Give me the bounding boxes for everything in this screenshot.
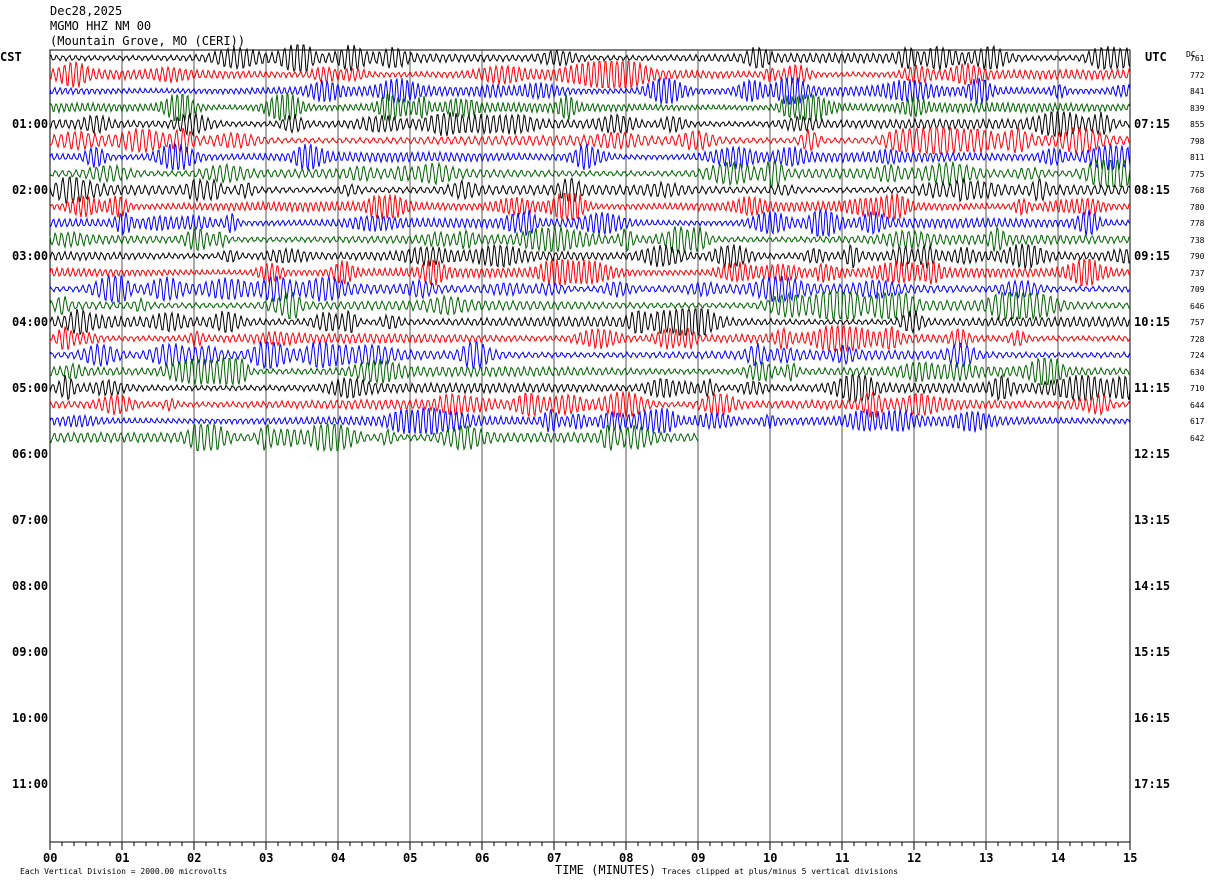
dc-offset-value: 790	[1190, 252, 1205, 261]
right-hour-label: 16:15	[1134, 711, 1171, 725]
left-hour-label: 05:00	[12, 381, 49, 395]
trace-line	[50, 59, 1131, 90]
dc-offset-value: 634	[1190, 367, 1205, 377]
x-tick-label: 13	[979, 851, 994, 865]
dc-offset-value: 738	[1190, 235, 1205, 245]
dc-offset-value: 724	[1190, 351, 1205, 360]
x-tick-label: 03	[259, 851, 274, 865]
left-hour-label: 06:00	[12, 447, 49, 461]
x-tick-label: 07	[547, 851, 562, 865]
trace-line	[49, 142, 1131, 172]
trace-line	[49, 193, 1131, 220]
clip-note: Traces clipped at plus/minus 5 vertical …	[662, 867, 899, 876]
dc-offset-value: 775	[1190, 169, 1205, 179]
trace-line	[49, 76, 1131, 105]
dc-offset-value: 798	[1190, 136, 1205, 146]
dc-offset-value: 737	[1190, 268, 1205, 278]
left-hour-label: 04:00	[12, 315, 49, 329]
trace-line	[49, 406, 1131, 435]
right-hour-label: 11:15	[1134, 381, 1171, 395]
dc-offset-value: 728	[1190, 334, 1205, 344]
dc-offset-value: 811	[1190, 153, 1205, 162]
trace-line	[49, 356, 1131, 387]
x-tick-label: 06	[475, 851, 490, 865]
right-hour-label: 13:15	[1134, 513, 1171, 527]
right-hour-label: 14:15	[1134, 579, 1171, 593]
x-tick-label: 04	[331, 851, 346, 865]
trace-line	[49, 323, 1131, 352]
right-hour-label: 08:15	[1134, 183, 1171, 197]
header-date: Dec28,2025	[50, 4, 123, 18]
trace-line	[49, 391, 1131, 418]
trace-line	[49, 340, 1131, 370]
trace-line	[49, 307, 1131, 337]
x-tick-label: 12	[907, 851, 922, 865]
x-axis-label: TIME (MINUTES)	[555, 863, 657, 877]
x-tick-label: 10	[763, 851, 778, 865]
dc-offset-value: 778	[1190, 219, 1205, 228]
trace-line	[49, 243, 1131, 270]
dc-offset-value: 855	[1190, 120, 1205, 129]
left-hour-label: 09:00	[12, 645, 49, 659]
left-hour-label: 07:00	[12, 513, 49, 527]
dc-offset-value: 617	[1190, 417, 1205, 426]
left-hour-label: 01:00	[12, 117, 49, 131]
trace-line	[49, 274, 1131, 304]
x-tick-label: 05	[403, 851, 418, 865]
right-timezone-label: UTC	[1145, 50, 1167, 64]
trace-line	[49, 208, 1131, 238]
dc-offset-value: 768	[1190, 186, 1205, 195]
left-hour-label: 02:00	[12, 183, 49, 197]
left-timezone-label: CST	[0, 50, 22, 64]
trace-line	[49, 94, 1131, 122]
trace-line	[49, 225, 1131, 254]
trace-line	[49, 175, 1131, 205]
dc-offset-value: 642	[1190, 433, 1205, 443]
x-tick-label: 11	[835, 851, 850, 865]
right-hour-label: 17:15	[1134, 777, 1171, 791]
right-hour-label: 12:15	[1134, 447, 1171, 461]
x-tick-label: 02	[187, 851, 202, 865]
x-tick-label: 09	[691, 851, 706, 865]
dc-header-label: DC	[1186, 50, 1196, 59]
trace-line	[49, 290, 1131, 321]
dc-offset-value: 709	[1190, 285, 1205, 294]
x-tick-label: 01	[115, 851, 130, 865]
trace-line	[49, 126, 1131, 156]
dc-offset-value: 710	[1190, 384, 1205, 393]
dc-offset-value: 780	[1190, 202, 1205, 212]
trace-line	[49, 422, 699, 453]
left-hour-label: 10:00	[12, 711, 49, 725]
x-tick-label: 08	[619, 851, 634, 865]
left-hour-label: 11:00	[12, 777, 49, 791]
x-tick-label: 00	[43, 851, 58, 865]
left-hour-label: 03:00	[12, 249, 49, 263]
right-hour-label: 15:15	[1134, 645, 1171, 659]
trace-line	[49, 44, 1131, 73]
dc-offset-value: 646	[1190, 301, 1205, 311]
dc-offset-value: 772	[1190, 70, 1205, 80]
header-location: (Mountain Grove, MO (CERI))	[50, 34, 246, 48]
right-hour-label: 09:15	[1134, 249, 1171, 263]
right-hour-label: 07:15	[1134, 117, 1171, 131]
dc-offset-value: 841	[1190, 87, 1205, 96]
dc-offset-value: 839	[1190, 103, 1205, 113]
scale-note: Each Vertical Division = 2000.00 microvo…	[20, 867, 228, 876]
trace-line	[49, 373, 1131, 403]
header-station: MGMO HHZ NM 00	[50, 19, 152, 33]
trace-line	[49, 110, 1131, 138]
dc-offset-value: 644	[1190, 400, 1205, 410]
right-hour-label: 10:15	[1134, 315, 1171, 329]
left-hour-label: 08:00	[12, 579, 49, 593]
dc-offset-value: 761	[1190, 54, 1205, 63]
trace-line	[49, 257, 1131, 287]
x-tick-label: 14	[1051, 851, 1066, 865]
dc-offset-value: 757	[1190, 318, 1205, 327]
x-tick-label: 15	[1123, 851, 1138, 865]
